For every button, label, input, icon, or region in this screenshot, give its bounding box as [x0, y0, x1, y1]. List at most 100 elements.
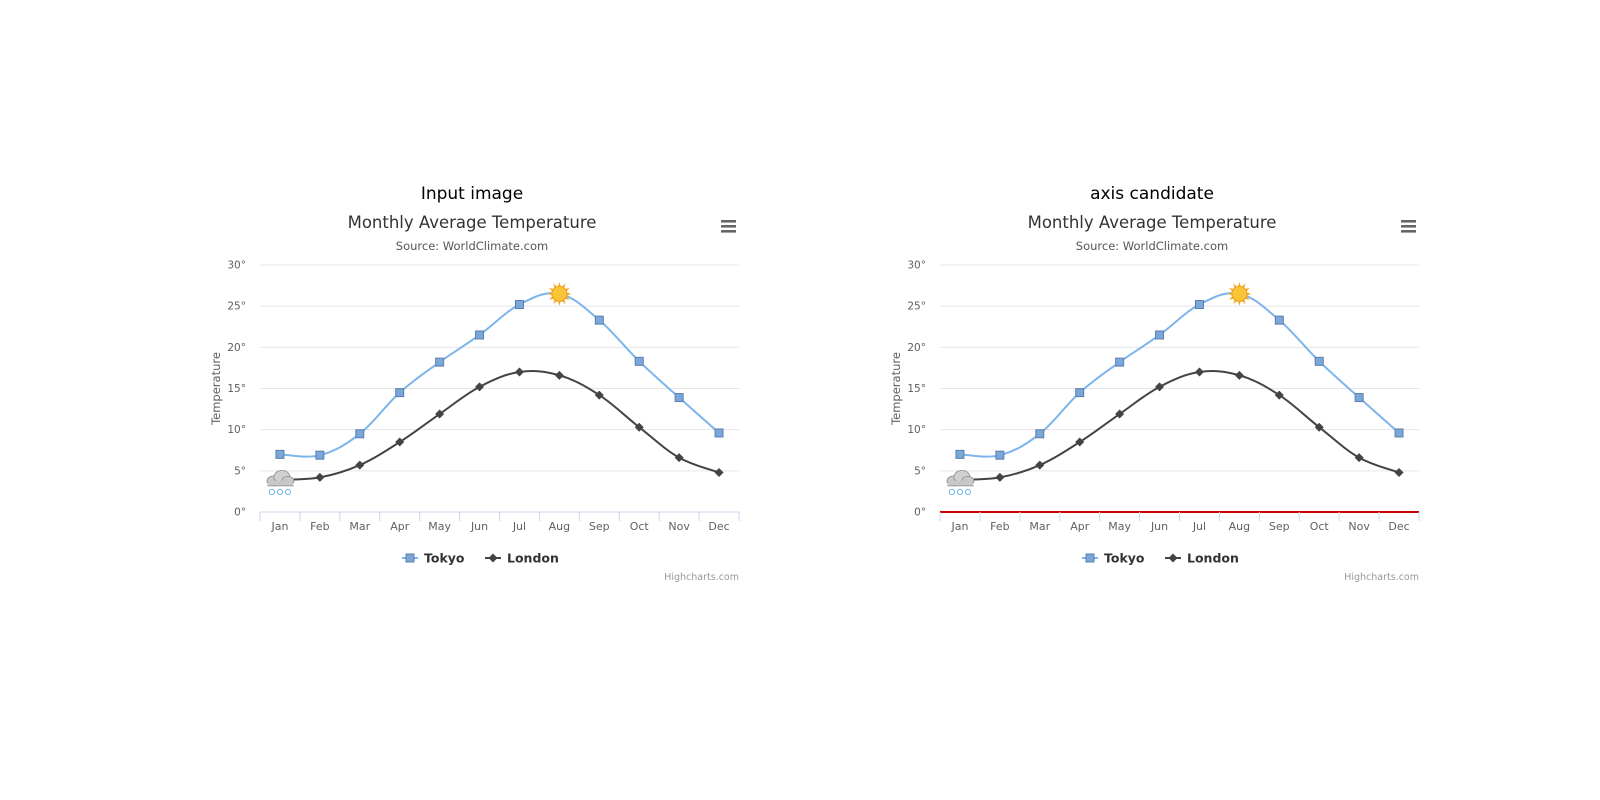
legend: Tokyo London [402, 551, 559, 566]
menu-icon[interactable] [721, 220, 736, 233]
credits-link[interactable]: Highcharts.com [1344, 572, 1419, 583]
y-tick-label: 10° [907, 424, 926, 436]
x-tick-label: Jul [1192, 520, 1206, 533]
point-tokyo [1195, 301, 1203, 309]
point-tokyo [276, 450, 284, 458]
y-tick-label: 30° [227, 260, 246, 272]
x-tick-label: Jan [270, 520, 288, 533]
y-tick-label: 25° [907, 301, 926, 313]
panel-caption: Input image [421, 184, 523, 204]
y-tick-label: 30° [907, 260, 926, 272]
legend-item-london[interactable]: London [485, 551, 559, 566]
point-tokyo [1076, 389, 1084, 397]
point-tokyo [356, 430, 364, 438]
sun-icon [1227, 282, 1251, 306]
snow-cloud-icon [947, 470, 974, 494]
point-london [475, 382, 484, 391]
y-tick-label: 20° [227, 342, 246, 354]
sun-icon [547, 282, 571, 306]
legend: Tokyo London [1082, 551, 1239, 566]
y-tick-label: 0° [234, 507, 246, 519]
point-london [1035, 461, 1044, 470]
snow-cloud-icon [267, 470, 294, 494]
chart-title: Monthly Average Temperature [348, 213, 597, 232]
x-tick-label: Dec [1388, 520, 1409, 533]
point-tokyo [1395, 429, 1403, 437]
y-axis-title: Temperature [889, 352, 903, 426]
point-tokyo [396, 389, 404, 397]
x-tick-label: Feb [990, 520, 1009, 533]
point-tokyo [1116, 358, 1124, 366]
point-tokyo [595, 316, 603, 324]
series-line-tokyo [280, 293, 719, 457]
legend-marker [489, 554, 498, 563]
point-tokyo [635, 357, 643, 365]
legend-marker [1169, 554, 1178, 563]
point-tokyo [996, 451, 1004, 459]
menu-icon[interactable] [1401, 220, 1416, 233]
x-tick-label: Jan [950, 520, 968, 533]
point-london [715, 468, 724, 477]
point-tokyo [316, 451, 324, 459]
legend-marker [1086, 554, 1094, 562]
legend-item-tokyo[interactable]: Tokyo [1082, 551, 1145, 566]
point-tokyo [1355, 394, 1363, 402]
x-tick-label: Feb [310, 520, 329, 533]
y-tick-label: 5° [914, 465, 926, 477]
legend-label: Tokyo [424, 551, 465, 566]
point-london [1195, 368, 1204, 377]
point-tokyo [1036, 430, 1044, 438]
legend-item-london[interactable]: London [1165, 551, 1239, 566]
x-tick-label: Aug [549, 520, 570, 533]
point-tokyo [715, 429, 723, 437]
point-tokyo [436, 358, 444, 366]
point-london [355, 461, 364, 470]
chart-panel-axis-candidate: axis candidate Monthly Average Temperatur… [880, 170, 1440, 600]
chart-svg: Input image Monthly Average Temperature So… [200, 170, 760, 600]
legend-label: Tokyo [1104, 551, 1145, 566]
point-london [1155, 382, 1164, 391]
panel-caption: axis candidate [1090, 184, 1214, 204]
point-tokyo [1275, 316, 1283, 324]
legend-label: London [1187, 551, 1239, 566]
y-tick-label: 15° [227, 383, 246, 395]
legend-label: London [507, 551, 559, 566]
credits-link[interactable]: Highcharts.com [664, 572, 739, 583]
chart-subtitle: Source: WorldClimate.com [1076, 239, 1228, 253]
point-tokyo [476, 331, 484, 339]
point-london [675, 453, 684, 462]
point-london [1235, 371, 1244, 380]
point-london [315, 473, 324, 482]
point-london [515, 368, 524, 377]
x-tick-label: Apr [390, 520, 410, 533]
legend-marker [406, 554, 414, 562]
x-tick-label: May [428, 520, 451, 533]
x-tick-label: Aug [1229, 520, 1250, 533]
x-tick-label: Nov [668, 520, 690, 533]
point-tokyo [956, 450, 964, 458]
x-tick-label: May [1108, 520, 1131, 533]
series-line-london [280, 371, 719, 480]
x-tick-label: Sep [589, 520, 610, 533]
x-tick-label: Oct [1310, 520, 1330, 533]
x-tick-label: Mar [349, 520, 370, 533]
y-axis-title: Temperature [209, 352, 223, 426]
x-tick-label: Apr [1070, 520, 1090, 533]
legend-item-tokyo[interactable]: Tokyo [402, 551, 465, 566]
y-tick-label: 5° [234, 465, 246, 477]
chart-panel-input: Input image Monthly Average Temperature So… [200, 170, 760, 600]
y-tick-label: 10° [227, 424, 246, 436]
point-london [555, 371, 564, 380]
x-tick-label: Dec [708, 520, 729, 533]
x-tick-label: Mar [1029, 520, 1050, 533]
y-tick-label: 15° [907, 383, 926, 395]
x-tick-label: Jul [512, 520, 526, 533]
x-tick-label: Jun [1150, 520, 1168, 533]
chart-svg: axis candidate Monthly Average Temperatur… [880, 170, 1440, 600]
y-tick-label: 0° [914, 507, 926, 519]
point-london [995, 473, 1004, 482]
point-tokyo [675, 394, 683, 402]
point-tokyo [1315, 357, 1323, 365]
point-tokyo [1156, 331, 1164, 339]
point-london [1355, 453, 1364, 462]
